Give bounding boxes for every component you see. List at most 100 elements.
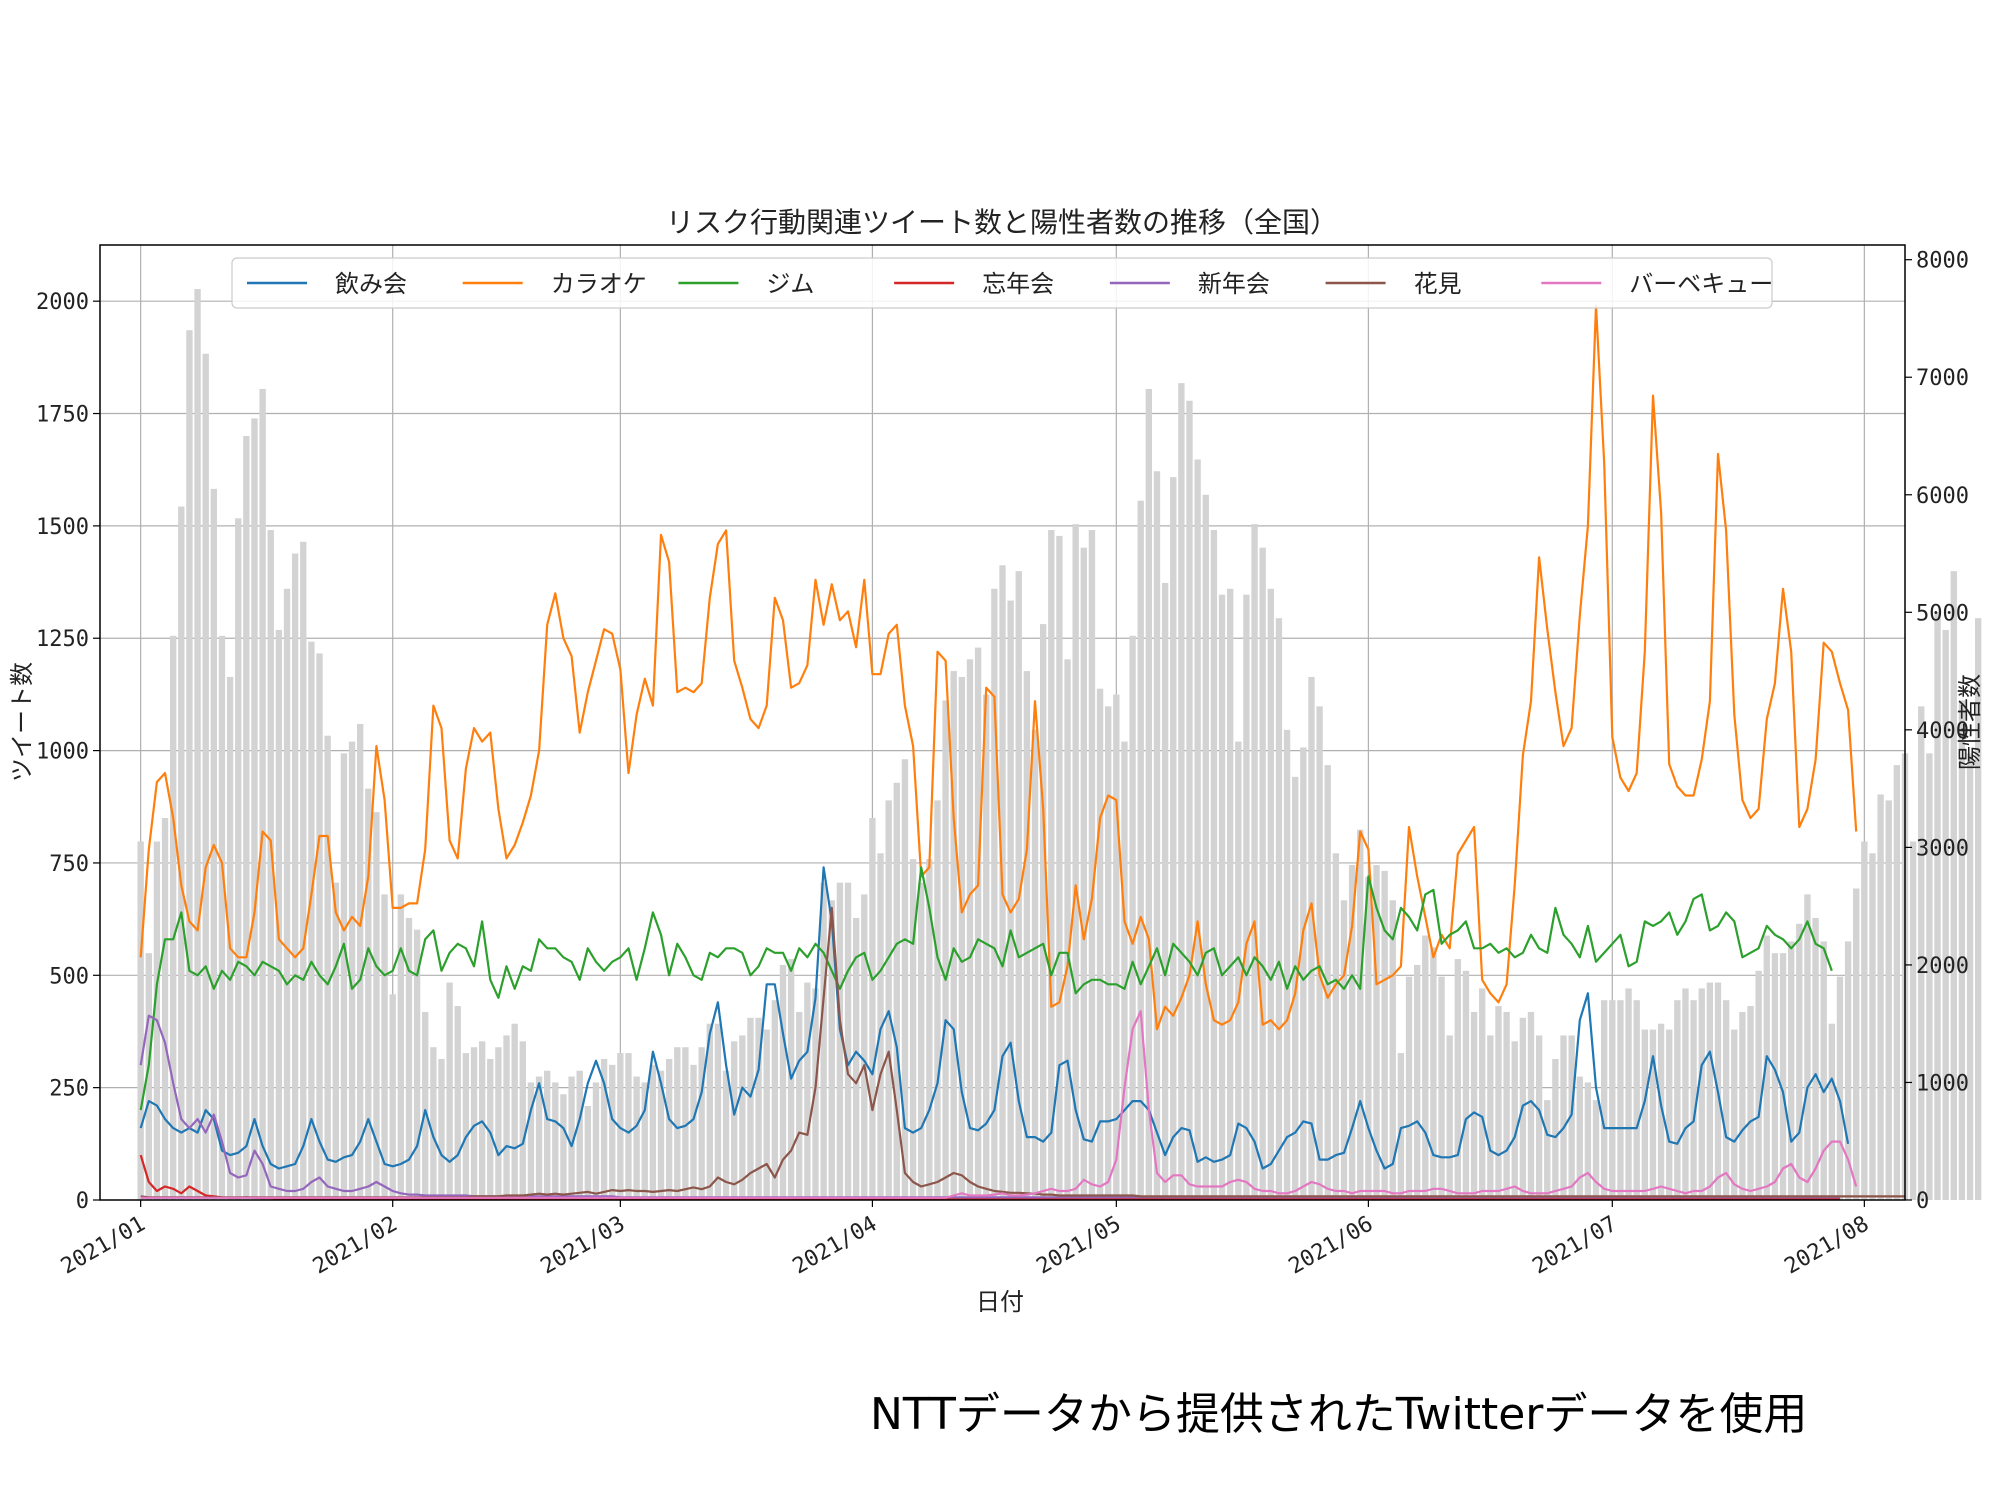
- positive-cases-bar: [503, 1035, 510, 1200]
- positive-cases-bar: [722, 1070, 730, 1200]
- positive-cases-bar: [991, 588, 998, 1200]
- positive-cases-bar: [958, 676, 966, 1200]
- positive-cases-bar: [291, 553, 299, 1200]
- x-tick-label: 2021/07: [1529, 1212, 1622, 1280]
- positive-cases-bar: [1462, 970, 1470, 1200]
- positive-cases-bar: [527, 1082, 535, 1200]
- positive-cases-bar: [739, 1035, 746, 1200]
- y-tick-label: 2000: [36, 290, 89, 315]
- positive-cases-bar: [674, 1047, 681, 1200]
- positive-cases-bar: [1609, 1000, 1616, 1200]
- positive-cases-bar: [1600, 1000, 1608, 1200]
- legend-label: ジム: [766, 270, 814, 298]
- positive-cases-bar: [926, 859, 933, 1200]
- positive-cases-bar: [1869, 853, 1876, 1200]
- positive-cases-bar: [1487, 1035, 1494, 1200]
- positive-cases-bar: [1893, 765, 1901, 1200]
- positive-cases-bar: [178, 506, 185, 1200]
- positive-cases-bar: [1909, 841, 1917, 1200]
- positive-cases-bar: [1218, 594, 1226, 1200]
- positive-cases-bar: [438, 1058, 445, 1200]
- positive-cases-bar: [633, 1076, 640, 1200]
- positive-cases-bar: [950, 671, 957, 1200]
- positive-cases-bar: [251, 418, 258, 1200]
- positive-cases-bar: [1153, 471, 1161, 1200]
- positive-cases-bar: [568, 1076, 575, 1200]
- legend-label: 新年会: [1198, 270, 1270, 298]
- data-source-caption: NTTデータから提供されたTwitterデータを使用: [870, 1389, 1808, 1440]
- positive-cases-bar: [1389, 900, 1396, 1200]
- y-axis-ticks: 0 250 500 750 1000 1250 1500 1750 2000: [36, 290, 100, 1214]
- series-line-カラオケ: [139, 304, 1858, 1031]
- positive-cases-bar: [1722, 1000, 1730, 1200]
- positive-cases-bar: [373, 812, 380, 1200]
- positive-cases-bar: [1096, 688, 1104, 1200]
- positive-cases-bar: [487, 1058, 494, 1200]
- right-tick-label: 1000: [1916, 1071, 1969, 1096]
- y-tick-label: 1250: [36, 627, 89, 652]
- positive-cases-bar: [1918, 706, 1925, 1200]
- legend-box: [231, 257, 1773, 309]
- positive-cases-bar: [657, 1070, 665, 1200]
- positive-cases-bar: [161, 818, 169, 1200]
- right-tick-label: 0: [1916, 1189, 1929, 1214]
- positive-cases-bar: [137, 841, 144, 1200]
- positive-cases-bar: [1365, 876, 1372, 1200]
- positive-cases-bar: [1885, 800, 1892, 1200]
- positive-cases-bar: [1470, 1011, 1478, 1200]
- positive-cases-bar: [170, 635, 177, 1200]
- positive-cases-bar: [1454, 959, 1461, 1200]
- legend-label: 花見: [1414, 270, 1462, 298]
- positive-cases-bar: [1251, 524, 1258, 1200]
- positive-cases-bar: [706, 1023, 713, 1200]
- positive-cases-bar: [1137, 500, 1144, 1201]
- positive-cases-bar: [1186, 400, 1193, 1200]
- positive-cases-bar: [665, 1058, 673, 1200]
- positive-cases-bar: [1088, 530, 1096, 1200]
- positive-cases-bar: [1161, 582, 1169, 1200]
- positive-cases-bar: [1926, 753, 1933, 1200]
- positive-cases-bar: [1105, 706, 1112, 1200]
- positive-cases-bar: [1446, 1035, 1453, 1200]
- positive-cases-bar: [714, 1023, 722, 1200]
- positive-cases-bar: [243, 436, 250, 1200]
- positive-cases-bar: [682, 1047, 689, 1200]
- positive-cases-bar: [186, 330, 193, 1200]
- positive-cases-bar: [1308, 676, 1315, 1200]
- positive-cases-bar: [869, 818, 876, 1200]
- positive-cases-bar: [348, 741, 356, 1200]
- positive-cases-bar: [1405, 976, 1413, 1200]
- positive-cases-bar: [365, 788, 372, 1200]
- positive-cases-bar: [535, 1076, 543, 1200]
- positive-cases-bar: [357, 723, 364, 1200]
- positive-cases-bar: [1674, 1000, 1681, 1200]
- positive-cases-bar: [1657, 1023, 1665, 1200]
- positive-cases-bar: [422, 1011, 429, 1200]
- legend-label: 飲み会: [335, 270, 407, 298]
- y-tick-label: 250: [49, 1077, 89, 1102]
- y-tick-label: 0: [76, 1189, 89, 1214]
- positive-cases-bar: [812, 988, 819, 1200]
- positive-cases-bar: [1243, 594, 1250, 1200]
- positive-cases-bar: [893, 782, 900, 1200]
- positive-cases-bar: [1267, 588, 1274, 1200]
- positive-cases-bar: [413, 929, 421, 1200]
- positive-cases-bar: [519, 1041, 526, 1200]
- positive-cases-bar: [1194, 459, 1201, 1200]
- positive-cases-bar: [1641, 1029, 1648, 1200]
- positive-cases-bar: [1861, 841, 1868, 1200]
- positive-cases-bar: [649, 1064, 657, 1200]
- positive-cases-bar: [202, 353, 209, 1200]
- positive-cases-bar: [974, 647, 982, 1200]
- positive-cases-bar: [1210, 530, 1218, 1200]
- positive-cases-bar: [218, 635, 226, 1200]
- series-line-花見: [140, 906, 1905, 1199]
- positive-cases-bar: [755, 1017, 762, 1200]
- positive-cases-bar: [145, 953, 152, 1200]
- positive-cases-bar: [828, 900, 835, 1200]
- positive-cases-bar: [544, 1070, 551, 1200]
- positive-cases-bar: [1503, 1011, 1510, 1200]
- x-axis-label: 日付: [976, 1288, 1024, 1316]
- positive-cases-bar: [820, 882, 827, 1200]
- x-tick-label: 2021/06: [1285, 1212, 1378, 1280]
